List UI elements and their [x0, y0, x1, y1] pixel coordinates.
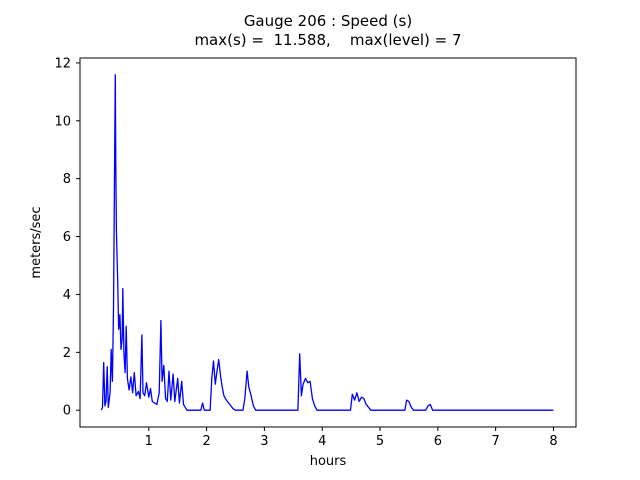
y-tick-label: 4: [63, 288, 71, 303]
y-tick-label: 10: [54, 114, 71, 129]
y-tick-label: 6: [63, 230, 71, 245]
speed-line: [100, 74, 554, 411]
x-tick-label: 2: [202, 434, 210, 449]
x-axis-label: hours: [310, 454, 347, 469]
x-tick-label: 5: [376, 434, 384, 449]
chart-subtitle: max(s) = 11.588, max(level) = 7: [194, 31, 462, 49]
x-tick-label: 1: [145, 434, 153, 449]
y-tick-label: 12: [54, 56, 71, 71]
y-axis-label: meters/sec: [29, 206, 44, 278]
y-tick-label: 0: [63, 404, 71, 419]
x-tick-label: 3: [260, 434, 268, 449]
y-tick-label: 2: [63, 346, 71, 361]
x-tick-label: 8: [549, 434, 557, 449]
x-tick-label: 4: [318, 434, 326, 449]
axes-spines: [79, 57, 577, 428]
x-tick-label: 6: [434, 434, 442, 449]
chart-title: Gauge 206 : Speed (s): [243, 12, 413, 30]
x-tick-label: 7: [492, 434, 500, 449]
y-tick-label: 8: [63, 172, 71, 187]
